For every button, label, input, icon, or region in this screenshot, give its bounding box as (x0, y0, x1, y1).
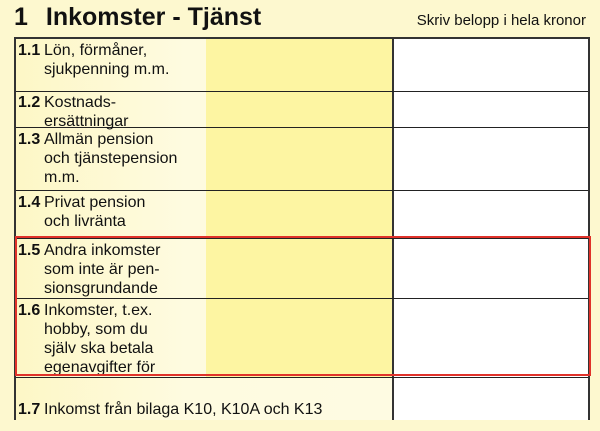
table-row: 1.6 Inkomster, t.ex. hobby, som du själv … (16, 298, 588, 377)
amount-input-1-7[interactable] (392, 378, 588, 420)
amount-input-1-3[interactable] (392, 128, 588, 190)
amount-input-1-1[interactable] (392, 39, 588, 91)
income-table: 1.1 Lön, förmåner, sjukpenning m.m. 1.2 Ko… (14, 37, 590, 420)
table-row: 1.2 Kostnads- ersättningar (16, 91, 588, 130)
amount-input-1-2[interactable] (392, 92, 588, 127)
section-title: 1 Inkomster - Tjänst (14, 3, 262, 31)
table-row: 1.5 Andra inkomster som inte är pen- sion… (16, 238, 588, 298)
amount-hint: Skriv belopp i hela kronor (416, 12, 586, 29)
table-row: 1.1 Lön, förmåner, sjukpenning m.m. (16, 39, 588, 91)
amount-input-1-5[interactable] (392, 239, 588, 298)
table-row: 1.3 Allmän pension och tjänstepension m.m… (16, 127, 588, 190)
amount-input-1-6[interactable] (392, 299, 588, 377)
table-row: 1.4 Privat pension och livränta (16, 190, 588, 238)
table-row: 1.7 Inkomst från bilaga K10, K10A och K13 (16, 377, 588, 420)
amount-input-1-4[interactable] (392, 191, 588, 238)
